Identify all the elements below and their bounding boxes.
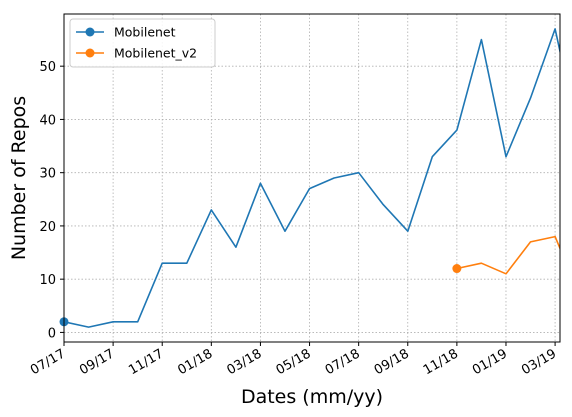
y-tick-label: 20 [39, 220, 56, 235]
y-tick-label: 40 [39, 113, 56, 128]
legend-marker-2 [85, 48, 95, 58]
legend-label-2: Mobilenet_v2 [114, 46, 197, 61]
plot-frame [63, 13, 561, 343]
legend: Mobilenet Mobilenet_v2 [69, 18, 216, 68]
y-tick-label: 50 [39, 60, 56, 75]
series-line-2 [456, 235, 560, 275]
y-tick-label: 30 [39, 167, 56, 182]
y-axis-title: Number of Repos [8, 96, 30, 260]
legend-marker-1 [85, 27, 95, 37]
marker-layer [59, 264, 462, 327]
y-tick-label: 10 [39, 273, 56, 288]
series-marker-2 [452, 264, 462, 274]
series-line-1 [64, 28, 560, 328]
series-layer [64, 28, 560, 328]
x-axis-title: Dates (mm/yy) [241, 386, 383, 408]
legend-label-1: Mobilenet [114, 25, 176, 40]
legend-box [69, 18, 216, 68]
y-tick-label: 0 [48, 326, 56, 341]
